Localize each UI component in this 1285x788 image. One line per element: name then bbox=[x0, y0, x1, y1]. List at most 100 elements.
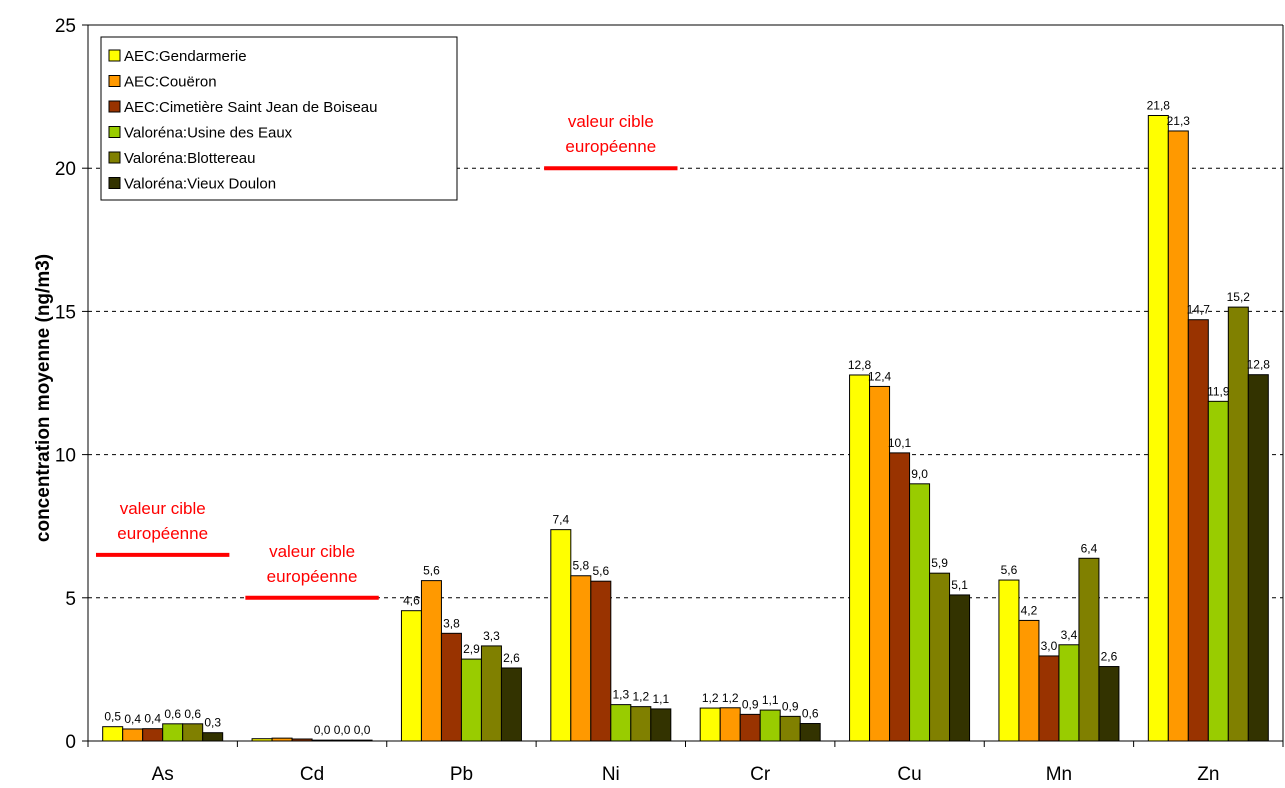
bar bbox=[400, 610, 422, 742]
x-tick-label: Zn bbox=[1197, 764, 1219, 785]
data-label: 1,2 bbox=[632, 690, 649, 704]
y-tick-labels: 0 5 10 15 20 25 bbox=[55, 16, 76, 753]
bar bbox=[869, 385, 891, 742]
bar bbox=[949, 594, 971, 742]
bar bbox=[1147, 115, 1169, 742]
data-label: 2,6 bbox=[1101, 650, 1118, 664]
data-label: 0,4 bbox=[144, 712, 161, 726]
bar bbox=[759, 709, 781, 742]
bar bbox=[162, 723, 184, 742]
x-tick-label: Pb bbox=[450, 764, 473, 785]
axes bbox=[82, 24, 1284, 747]
bar bbox=[1167, 130, 1189, 742]
data-label: 9,0 bbox=[911, 467, 928, 481]
data-label: 0,9 bbox=[782, 699, 799, 713]
legend-entry: AEC:Gendarmerie bbox=[124, 48, 247, 65]
legend-swatch bbox=[108, 49, 121, 62]
bar bbox=[1018, 619, 1040, 742]
bar bbox=[1227, 306, 1249, 742]
data-label: 0,6 bbox=[802, 707, 819, 721]
data-label: 5,9 bbox=[931, 556, 948, 570]
data-label: 15,2 bbox=[1227, 290, 1251, 304]
legend-swatch bbox=[108, 151, 121, 164]
bar bbox=[570, 575, 592, 742]
y-tick-label: 15 bbox=[55, 302, 76, 323]
bar bbox=[1078, 557, 1100, 742]
legend-entry: Valoréna:Vieux Doulon bbox=[124, 176, 276, 193]
legend-swatch bbox=[108, 75, 121, 87]
x-tick-label: Mn bbox=[1046, 764, 1072, 785]
data-label: 5,6 bbox=[423, 564, 440, 578]
data-label: 5,1 bbox=[951, 578, 968, 592]
bar bbox=[889, 452, 911, 742]
data-label: 1,1 bbox=[762, 693, 779, 707]
data-label: 4,6 bbox=[403, 594, 420, 608]
legend-entry: Valoréna:Blottereau bbox=[124, 150, 255, 167]
bar bbox=[1187, 319, 1209, 742]
bar bbox=[122, 728, 144, 742]
bar bbox=[500, 667, 522, 742]
legend: AEC:Gendarmerie AEC:Couëron AEC:Cimetière … bbox=[100, 36, 458, 201]
target-value-label: européenne bbox=[117, 524, 208, 543]
data-label: 1,2 bbox=[722, 691, 739, 705]
bar bbox=[799, 723, 821, 742]
y-tick-label: 20 bbox=[55, 159, 76, 180]
y-tick-label: 25 bbox=[55, 16, 76, 37]
y-tick-label: 10 bbox=[55, 446, 76, 467]
target-value-label: valeur cible bbox=[269, 542, 355, 561]
data-label: 3,4 bbox=[1061, 628, 1078, 642]
x-tick-labels: As Cd Pb Ni Cr Cu Mn Zn bbox=[152, 764, 1220, 785]
legend-entry: Valoréna:Usine des Eaux bbox=[124, 125, 293, 142]
target-value-label: valeur cible bbox=[120, 499, 206, 518]
bar bbox=[440, 632, 462, 742]
y-tick-label: 0 bbox=[65, 732, 76, 753]
legend-swatch bbox=[108, 177, 121, 189]
bar bbox=[480, 645, 502, 742]
bar bbox=[1058, 644, 1080, 742]
x-tick-label: Cr bbox=[750, 764, 771, 785]
bar bbox=[929, 572, 951, 742]
bar bbox=[1098, 666, 1120, 742]
bar bbox=[460, 658, 482, 742]
data-label: 12,8 bbox=[1247, 358, 1271, 372]
bar bbox=[630, 706, 652, 742]
bar bbox=[420, 580, 442, 742]
data-label: 0,0 bbox=[314, 723, 331, 737]
bar bbox=[779, 715, 801, 742]
bar bbox=[550, 529, 572, 742]
data-label: 1,3 bbox=[612, 688, 629, 702]
data-label: 4,2 bbox=[1021, 603, 1038, 617]
target-value-label: européenne bbox=[565, 137, 656, 156]
data-label: 5,8 bbox=[572, 559, 589, 573]
bar bbox=[739, 713, 761, 742]
target-value-lines: valeur cible européenne valeur cible europé… bbox=[96, 112, 678, 600]
data-label: 1,2 bbox=[702, 691, 719, 705]
data-label: 0,6 bbox=[164, 707, 181, 721]
x-tick-label: Cd bbox=[300, 764, 324, 785]
bar bbox=[610, 704, 632, 742]
bar bbox=[182, 723, 204, 742]
data-label: 0,0 bbox=[354, 723, 371, 737]
y-tick-label: 5 bbox=[65, 589, 76, 610]
data-label: 5,6 bbox=[592, 564, 609, 578]
bar bbox=[202, 732, 224, 742]
bar bbox=[1247, 374, 1269, 742]
bar bbox=[102, 726, 124, 742]
bar bbox=[909, 483, 931, 742]
legend-entry: AEC:Cimetière Saint Jean de Boiseau bbox=[124, 99, 377, 116]
data-label: 7,4 bbox=[552, 513, 569, 527]
data-label: 0,4 bbox=[124, 712, 141, 726]
target-value-label: valeur cible bbox=[568, 112, 654, 131]
data-label: 11,9 bbox=[1207, 384, 1230, 398]
data-label: 12,4 bbox=[868, 369, 892, 383]
x-tick-label: Cu bbox=[897, 764, 921, 785]
bar bbox=[849, 374, 871, 742]
grid-lines bbox=[88, 167, 1283, 599]
data-label: 14,7 bbox=[1187, 303, 1211, 317]
legend-box bbox=[100, 36, 458, 201]
bar bbox=[998, 579, 1020, 742]
data-label: 0,9 bbox=[742, 697, 759, 711]
bar bbox=[1038, 655, 1060, 742]
bar bbox=[699, 707, 721, 742]
